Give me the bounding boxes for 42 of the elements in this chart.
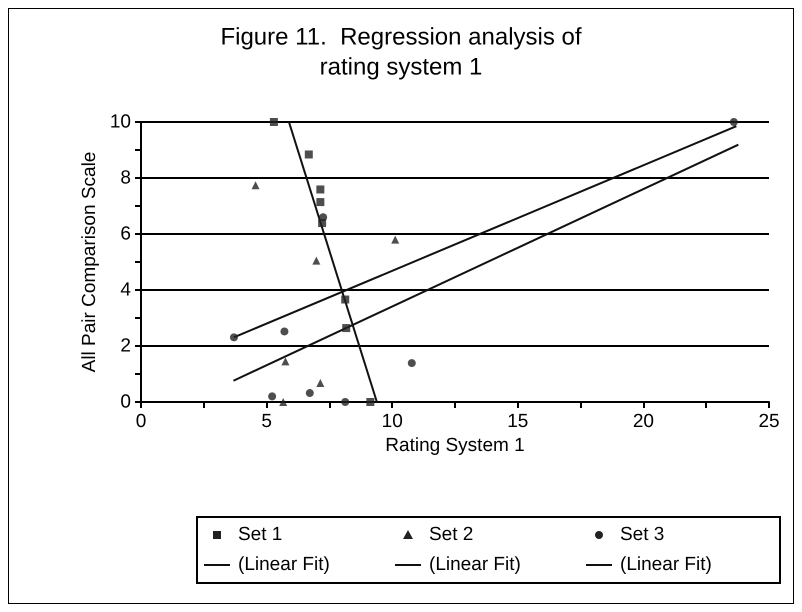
point [341, 296, 350, 304]
point [341, 398, 350, 406]
point [268, 392, 276, 400]
point [408, 359, 416, 368]
point [319, 213, 328, 222]
point [316, 185, 324, 194]
x-axis-title: Rating System 1 [385, 435, 525, 456]
point [391, 236, 400, 244]
point [306, 389, 314, 398]
x-tick-label: 10 [382, 411, 403, 432]
x-tick-label: 5 [261, 411, 272, 432]
y-tick-label: 4 [120, 280, 132, 300]
point [280, 327, 288, 336]
point [316, 378, 324, 387]
legend-label: (Linear Fit) [429, 554, 521, 576]
point [366, 398, 374, 406]
point [281, 357, 290, 366]
y-tick-label: 10 [110, 112, 131, 132]
legend-label: (Linear Fit) [238, 554, 330, 576]
y-tick-label: 0 [120, 392, 131, 412]
legend-label: (Linear Fit) [620, 554, 712, 576]
point [270, 118, 278, 126]
y-tick-label: 2 [120, 336, 131, 356]
point [342, 324, 350, 332]
point [730, 118, 738, 126]
point [304, 150, 313, 158]
y-axis-title: All Pair Comparison Scale [78, 152, 100, 372]
point [316, 198, 324, 206]
y-tick-label: 6 [120, 224, 131, 244]
x-tick-label: 0 [136, 411, 146, 432]
legend-label: Set 2 [429, 524, 474, 546]
point [312, 256, 320, 265]
x-tick-label: 15 [507, 411, 528, 432]
x-tick-label: 20 [632, 411, 654, 432]
point [252, 181, 260, 190]
point [230, 333, 238, 342]
chart-title: Figure 11. Regression analysis of rating system 1 [220, 24, 582, 80]
legend-label: Set 1 [238, 524, 282, 546]
x-tick-label: 25 [758, 411, 780, 432]
y-tick-label: 8 [120, 168, 131, 188]
point [279, 398, 288, 406]
legend-label: Set 3 [620, 524, 664, 546]
